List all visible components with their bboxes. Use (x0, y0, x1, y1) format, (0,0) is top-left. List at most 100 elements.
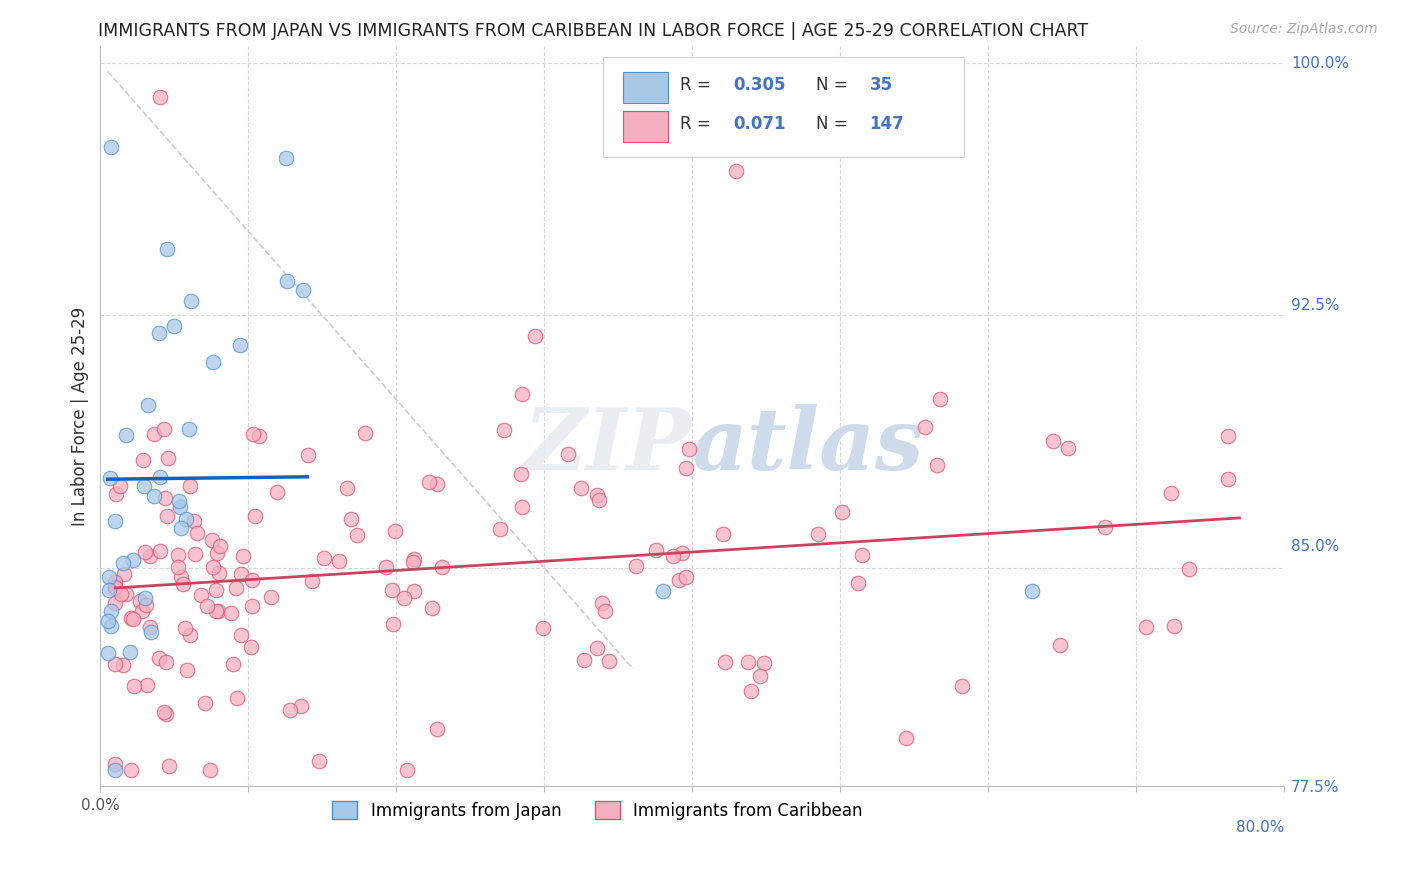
Point (229, 337, 252, 351)
Point (104, 574, 127, 589)
Point (139, 620, 162, 634)
Point (232, 549, 254, 563)
Point (104, 580, 127, 594)
Point (1094, 520, 1116, 534)
Point (104, 657, 127, 672)
Point (276, 151, 298, 165)
Point (950, 679, 973, 693)
Point (714, 655, 737, 669)
Point (134, 545, 156, 559)
Point (402, 583, 425, 598)
Text: N =: N = (817, 76, 848, 94)
Point (748, 669, 770, 683)
Point (1135, 620, 1157, 634)
Point (586, 640, 609, 655)
Point (156, 242, 179, 256)
Point (531, 621, 554, 635)
Point (183, 514, 205, 528)
Point (120, 611, 142, 625)
Y-axis label: In Labor Force | Age 25-29: In Labor Force | Age 25-29 (72, 307, 89, 526)
Point (737, 655, 759, 669)
Point (226, 691, 249, 706)
Point (661, 549, 683, 564)
Point (225, 581, 247, 595)
Point (914, 420, 936, 434)
Point (1160, 486, 1182, 500)
Point (557, 446, 579, 460)
Point (668, 573, 690, 587)
Point (135, 598, 157, 612)
Point (129, 593, 152, 607)
Point (598, 654, 620, 668)
Point (104, 596, 127, 610)
Point (156, 509, 179, 524)
Point (346, 528, 368, 542)
Point (136, 398, 159, 412)
Point (139, 549, 162, 563)
Point (172, 577, 194, 591)
Point (404, 551, 426, 566)
Point (209, 539, 232, 553)
Point (112, 567, 135, 582)
Point (392, 591, 415, 605)
Point (98, 471, 121, 485)
Point (131, 604, 153, 618)
Point (645, 543, 668, 558)
Point (112, 556, 135, 570)
Point (290, 699, 312, 714)
Point (221, 606, 243, 620)
Point (104, 756, 127, 771)
Point (124, 680, 146, 694)
Point (624, 559, 647, 574)
Point (725, 163, 748, 178)
Point (179, 628, 201, 642)
Point (169, 494, 191, 508)
Point (173, 621, 195, 635)
Point (510, 500, 533, 514)
Point (176, 663, 198, 677)
Point (104, 581, 127, 595)
Point (201, 559, 224, 574)
Point (354, 425, 377, 440)
Point (208, 566, 231, 580)
Point (132, 452, 155, 467)
Point (100, 618, 122, 632)
Point (894, 731, 917, 746)
Point (382, 616, 405, 631)
Legend: Immigrants from Japan, Immigrants from Caribbean: Immigrants from Japan, Immigrants from C… (326, 795, 869, 826)
Point (301, 574, 323, 589)
Text: IMMIGRANTS FROM JAPAN VS IMMIGRANTS FROM CARIBBEAN IN LABOR FORCE | AGE 25-29 CO: IMMIGRANTS FROM JAPAN VS IMMIGRANTS FROM… (98, 22, 1088, 40)
Point (205, 582, 228, 597)
Point (118, 645, 141, 659)
Point (831, 505, 853, 519)
Point (374, 560, 396, 574)
Point (170, 520, 193, 534)
Point (122, 612, 145, 626)
Point (308, 754, 330, 768)
Point (155, 656, 177, 670)
Point (201, 355, 224, 369)
Text: ZIP: ZIP (524, 404, 692, 488)
Point (195, 599, 218, 613)
Point (108, 478, 131, 492)
Point (141, 625, 163, 640)
Point (190, 588, 212, 602)
Point (572, 653, 595, 667)
Point (678, 442, 700, 456)
Point (1178, 562, 1201, 576)
Point (153, 706, 176, 720)
Point (186, 525, 208, 540)
Point (100, 140, 122, 154)
Point (928, 392, 950, 407)
Point (651, 584, 673, 599)
Point (134, 591, 156, 606)
Point (148, 326, 170, 340)
Point (524, 329, 547, 343)
Point (1163, 618, 1185, 632)
FancyBboxPatch shape (623, 72, 668, 103)
Point (174, 512, 197, 526)
Point (1021, 584, 1043, 599)
Point (711, 527, 734, 541)
Point (266, 484, 288, 499)
Point (328, 554, 350, 568)
